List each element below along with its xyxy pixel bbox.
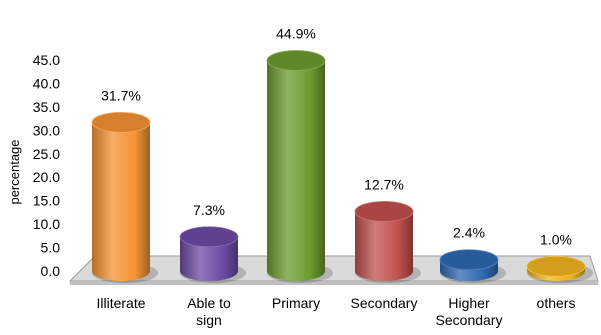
y-tick-label: 0.0 [41,263,61,279]
bar-top [266,50,326,71]
y-axis-ticks: 0.0 5.0 10.0 15.0 20.0 25.0 30.0 35.0 40.0 45.0 [33,52,60,279]
bar-top [91,111,151,133]
bar-body [180,236,238,281]
data-label: 2.4% [453,225,485,241]
bar: 1.0% [526,231,593,283]
y-tick-label: 15.0 [33,193,60,209]
y-tick-label: 40.0 [33,75,60,91]
y-axis-title: percentage [7,139,22,204]
category-label: others [537,295,576,311]
data-label: 1.0% [540,231,572,247]
bar: 2.4% [439,225,506,283]
category-label: Secondary [351,295,418,311]
y-tick-label: 10.0 [33,216,60,232]
bar: 12.7% [354,176,421,283]
y-tick-label: 25.0 [33,146,60,162]
floor-edge [70,281,598,285]
y-tick-label: 30.0 [33,122,60,138]
category-label: sign [196,312,222,328]
y-tick-label: 5.0 [41,240,61,256]
category-label: Higher [448,295,490,311]
bars: 31.7% 7.3% 44.9% 12.7% 2.4% 1.0% [91,25,593,283]
bar: 44.9% [266,25,333,283]
bar: 31.7% [91,87,158,283]
data-label: 31.7% [101,87,141,103]
category-label: Primary [272,295,320,311]
category-label: Able to [187,295,231,311]
data-label: 7.3% [193,202,225,218]
category-label: Illiterate [96,295,145,311]
bar: 7.3% [179,202,246,283]
data-label: 12.7% [364,176,404,192]
y-tick-label: 20.0 [33,169,60,185]
bar-body [92,122,150,282]
bar-body [267,60,325,281]
bar-top [354,201,414,222]
bar-top [526,255,586,277]
bar-top [179,226,239,248]
y-tick-label: 45.0 [33,52,60,68]
bar-body [355,211,413,281]
category-label: Secondary [436,312,503,328]
data-label: 44.9% [276,25,316,41]
y-tick-label: 35.0 [33,99,60,115]
bar-top [439,249,499,271]
